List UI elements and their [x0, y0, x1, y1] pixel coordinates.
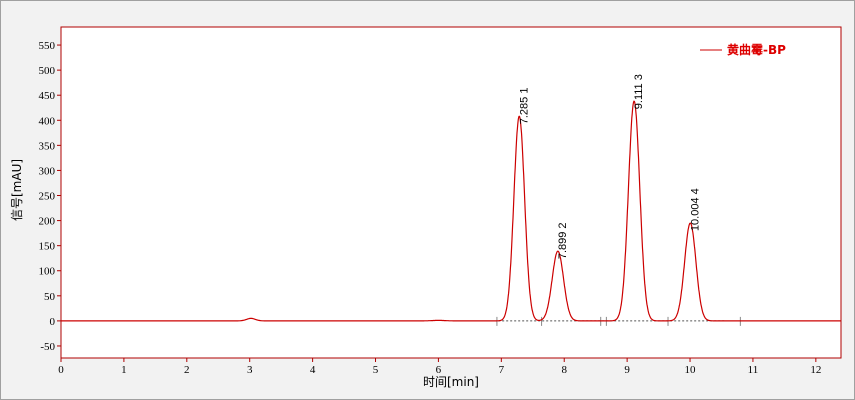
- peak-label: 9.111 3: [633, 74, 645, 109]
- y-tick-label: 300: [39, 165, 56, 177]
- y-tick-label: 150: [39, 241, 56, 253]
- y-axis-label: 信号[mAU]: [10, 159, 24, 221]
- peak-label: 7.285 1: [518, 88, 530, 125]
- x-tick-label: 0: [58, 364, 64, 376]
- x-tick-label: 11: [748, 364, 759, 376]
- y-tick-label: -50: [40, 341, 55, 353]
- x-tick-label: 5: [373, 364, 379, 376]
- signal-trace: [61, 100, 841, 322]
- peak-label: 7.899 2: [557, 222, 569, 259]
- x-tick-label: 12: [810, 364, 821, 376]
- y-tick-label: 400: [39, 115, 56, 127]
- x-tick-label: 10: [685, 364, 697, 376]
- y-tick-label: 250: [39, 191, 56, 203]
- x-tick-label: 4: [310, 364, 316, 376]
- y-tick-label: 550: [39, 40, 56, 52]
- peak-label: 10.004 4: [689, 188, 701, 231]
- legend-label: 黄曲霉-BP: [727, 42, 786, 57]
- y-tick-label: 200: [39, 216, 56, 228]
- x-tick-label: 3: [247, 364, 253, 376]
- y-tick-label: 100: [39, 266, 56, 278]
- x-tick-label: 2: [184, 364, 190, 376]
- y-tick-label: 350: [39, 140, 56, 152]
- x-tick-label: 1: [121, 364, 127, 376]
- x-axis-label: 时间[min]: [423, 375, 479, 389]
- plot-area: [60, 26, 842, 359]
- y-tick-label: 500: [39, 65, 56, 77]
- x-tick-label: 7: [499, 364, 505, 376]
- y-tick-label: 50: [44, 291, 56, 303]
- x-tick-label: 6: [436, 364, 442, 376]
- x-tick-label: 9: [624, 364, 630, 376]
- x-tick-label: 8: [561, 364, 567, 376]
- y-tick-label: 0: [50, 316, 56, 328]
- y-tick-label: 450: [39, 90, 56, 102]
